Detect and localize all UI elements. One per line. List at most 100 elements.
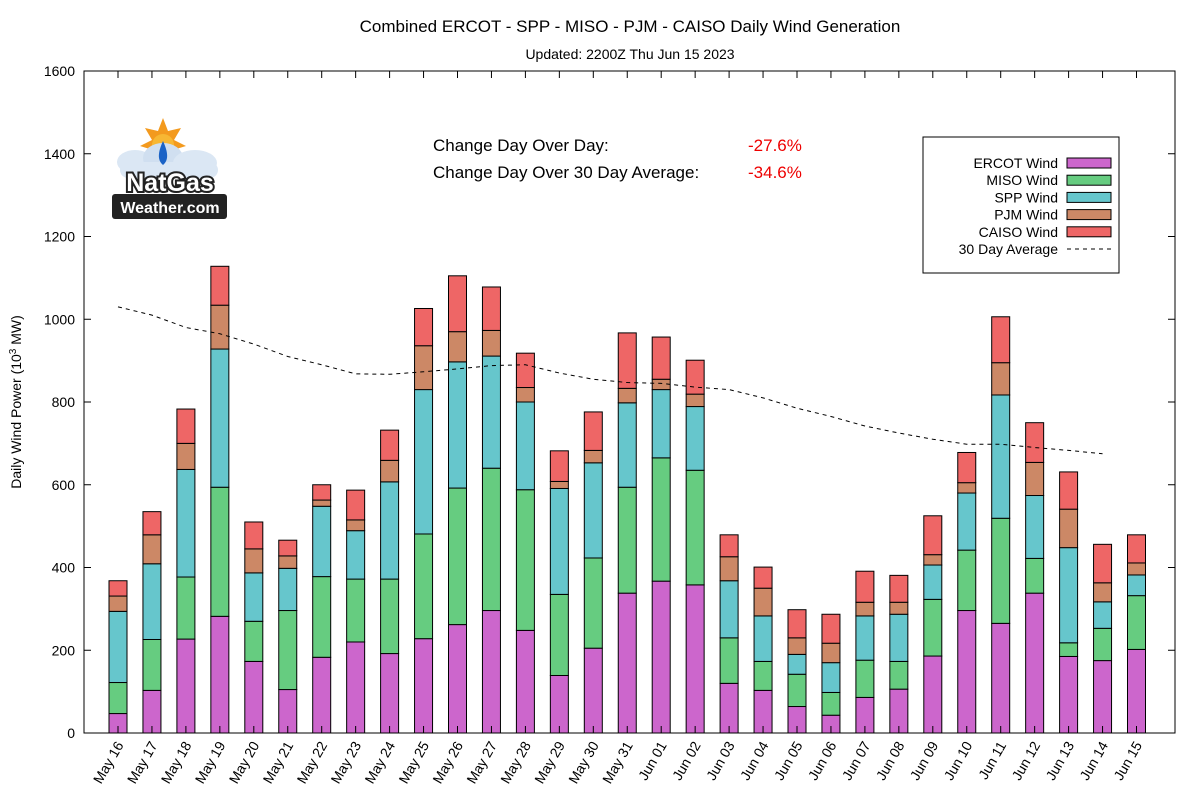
- bar-segment-spp-wind: [346, 530, 366, 580]
- y-tick-label: 1400: [44, 146, 75, 162]
- x-tick-label: Jun 01: [635, 738, 670, 783]
- bar-segment-spp-wind: [448, 361, 467, 489]
- bar-segment-pjm-wind: [549, 480, 569, 489]
- bar-segment-caiso-wind: [312, 484, 332, 501]
- x-tick-label: May 28: [497, 738, 534, 786]
- legend-label: CAISO Wind: [979, 224, 1058, 240]
- x-tick-label: Jun 13: [1042, 738, 1077, 783]
- y-axis-label: Daily Wind Power (103 MW): [8, 315, 24, 489]
- x-tick-label: Jun 06: [805, 738, 840, 783]
- bar-segment-caiso-wind: [380, 429, 400, 461]
- bar-segment-pjm-wind: [1093, 582, 1113, 603]
- bar-segment-spp-wind: [1059, 547, 1079, 644]
- bar-segment-pjm-wind: [481, 329, 501, 357]
- bar-segment-pjm-wind: [244, 548, 264, 574]
- bar-segment-miso-wind: [210, 486, 230, 617]
- bar-segment-caiso-wind: [176, 408, 196, 444]
- bar-segment-caiso-wind: [685, 359, 705, 395]
- x-tick-label: Jun 08: [873, 738, 908, 783]
- bar-segment-spp-wind: [515, 401, 535, 491]
- bar-segment-caiso-wind: [1127, 534, 1146, 564]
- bar-segment-miso-wind: [991, 517, 1011, 624]
- bar-segment-caiso-wind: [821, 613, 841, 644]
- bar-segment-caiso-wind: [244, 521, 264, 550]
- bar-segment-ercot-wind: [380, 653, 400, 734]
- bar-segment-caiso-wind: [617, 332, 637, 389]
- bar-segment-pjm-wind: [380, 459, 400, 483]
- bar-segment-pjm-wind: [889, 601, 909, 615]
- bar-segment-spp-wind: [312, 505, 332, 578]
- bar-segment-spp-wind: [278, 567, 298, 612]
- bar-segment-ercot-wind: [617, 592, 637, 734]
- y-tick-label: 1000: [44, 311, 75, 327]
- bar-segment-ercot-wind: [244, 660, 264, 734]
- x-tick-label: Jun 10: [940, 738, 975, 783]
- bar-segment-ercot-wind: [923, 655, 943, 734]
- bar-segment-ercot-wind: [1127, 648, 1146, 734]
- legend-label: PJM Wind: [994, 207, 1058, 223]
- bar-segment-spp-wind: [991, 394, 1011, 519]
- y-tick-label: 600: [52, 477, 76, 493]
- x-tick-label: Jun 09: [907, 738, 942, 783]
- bar-segment-miso-wind: [346, 578, 366, 643]
- x-tick-label: May 17: [124, 738, 161, 786]
- bar-segment-pjm-wind: [1059, 508, 1079, 549]
- x-tick-label: Jun 04: [737, 738, 772, 783]
- x-tick-label: Jun 02: [669, 738, 704, 783]
- bar-segment-pjm-wind: [617, 387, 637, 404]
- bar-segment-pjm-wind: [991, 362, 1011, 396]
- bar-segment-ercot-wind: [515, 629, 535, 734]
- bar-segment-caiso-wind: [108, 580, 128, 597]
- thirty-day-average-line: [117, 306, 1103, 455]
- bar-segment-spp-wind: [957, 492, 977, 551]
- bar-segment-pjm-wind: [855, 601, 875, 617]
- bar-segment-spp-wind: [753, 615, 773, 662]
- bar-segment-ercot-wind: [549, 674, 569, 734]
- bar-segment-miso-wind: [685, 469, 705, 586]
- x-tick-label: Jun 12: [1008, 738, 1043, 783]
- bar-segment-pjm-wind: [448, 331, 467, 363]
- bar-segment-pjm-wind: [312, 499, 332, 507]
- bar-segment-spp-wind: [481, 355, 501, 469]
- bar-segment-spp-wind: [1093, 601, 1113, 629]
- bar-segment-spp-wind: [821, 662, 841, 693]
- x-tick-label: May 29: [531, 738, 568, 786]
- bar-segment-miso-wind: [889, 660, 909, 690]
- legend-swatch: [1066, 157, 1112, 169]
- bar-segment-miso-wind: [142, 638, 162, 691]
- natgas-weather-logo: NatGas Weather.com: [112, 118, 227, 219]
- bar-segment-miso-wind: [787, 673, 807, 708]
- x-tick-label: May 16: [90, 738, 127, 786]
- bar-segment-pjm-wind: [515, 387, 535, 403]
- bar-segment-miso-wind: [108, 682, 128, 715]
- bar-segment-miso-wind: [1059, 642, 1079, 657]
- bar-segment-ercot-wind: [176, 638, 196, 734]
- x-tick-label: May 22: [293, 738, 330, 786]
- bar-segment-caiso-wind: [278, 539, 298, 557]
- x-tick-label: May 21: [260, 738, 297, 786]
- bar-segment-miso-wind: [414, 533, 434, 640]
- legend-swatch: [1066, 191, 1112, 203]
- x-tick-label: Jun 05: [771, 738, 806, 783]
- y-tick-label: 800: [52, 394, 76, 410]
- bar-segment-pjm-wind: [685, 393, 705, 408]
- y-tick-label: 1600: [44, 63, 75, 79]
- bar-segment-ercot-wind: [481, 610, 501, 734]
- bar-segment-miso-wind: [651, 457, 671, 582]
- x-tick-label: May 26: [429, 738, 466, 786]
- bar-segment-ercot-wind: [414, 638, 434, 734]
- x-tick-label: Jun 03: [703, 738, 738, 783]
- legend-label: SPP Wind: [994, 189, 1058, 205]
- bar-segment-miso-wind: [244, 620, 264, 662]
- bar-segment-miso-wind: [448, 487, 467, 626]
- bar-segment-ercot-wind: [583, 647, 603, 734]
- bar-segment-spp-wind: [651, 389, 671, 459]
- bar-segment-spp-wind: [923, 564, 943, 600]
- bar-segment-miso-wind: [855, 659, 875, 698]
- bar-segment-ercot-wind: [957, 610, 977, 734]
- y-tick-label: 0: [67, 725, 75, 741]
- bar-segment-caiso-wind: [957, 451, 977, 484]
- y-tick-label: 200: [52, 642, 76, 658]
- bar-segment-miso-wind: [278, 610, 298, 691]
